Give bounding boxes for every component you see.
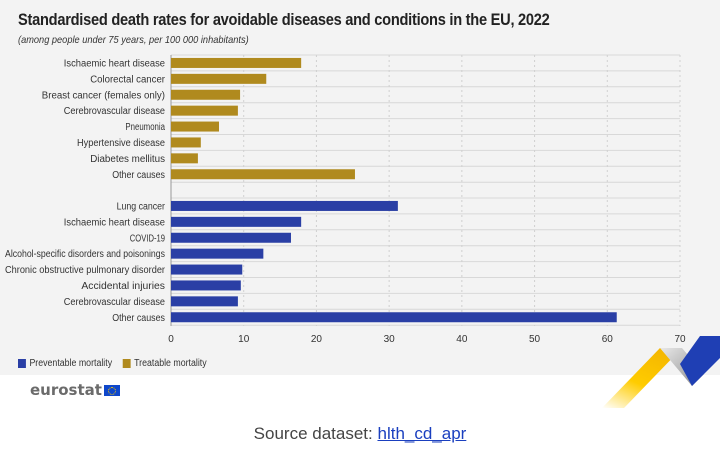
category-label: Ischaemic heart disease xyxy=(64,58,166,69)
bar xyxy=(171,296,238,307)
category-label: Lung cancer xyxy=(117,201,166,212)
category-label: Hypertensive disease xyxy=(77,138,165,149)
decorative-chevron-icon xyxy=(602,336,720,408)
bar xyxy=(171,248,264,259)
legend-item-treatable: Treatable mortality xyxy=(122,358,207,369)
eu-flag-icon xyxy=(103,384,120,396)
bar xyxy=(171,89,241,100)
bar xyxy=(171,105,238,116)
x-tick-label: 0 xyxy=(168,334,174,345)
legend-swatch-preventable xyxy=(18,359,26,368)
legend-label-treatable: Treatable mortality xyxy=(134,358,207,369)
category-label: Accidental injuries xyxy=(81,281,165,292)
legend: Preventable mortality Treatable mortalit… xyxy=(18,358,212,369)
category-label: Alcohol-specific disorders and poisoning… xyxy=(5,249,165,260)
bar xyxy=(171,216,302,227)
bar xyxy=(171,121,219,132)
category-label: Cerebrovascular disease xyxy=(64,297,166,308)
bar xyxy=(171,137,201,148)
category-label: Cerebrovascular disease xyxy=(64,106,166,117)
bar xyxy=(171,57,302,68)
source-label: Source dataset: xyxy=(253,424,373,443)
chart-title: Standardised death rates for avoidable d… xyxy=(18,10,550,29)
legend-item-preventable: Preventable mortality xyxy=(18,358,112,369)
bar xyxy=(171,169,355,180)
category-label: Pneumonia xyxy=(125,122,165,133)
chart-subtitle: (among people under 75 years, per 100 00… xyxy=(18,34,249,46)
source-dataset-link[interactable]: hlth_cd_apr xyxy=(377,424,467,443)
bar xyxy=(171,200,398,211)
eurostat-logo: eurostat xyxy=(30,381,120,399)
category-label: Breast cancer (females only) xyxy=(42,90,165,101)
bar xyxy=(171,232,291,243)
category-label: Colorectal cancer xyxy=(90,74,165,85)
bar-chart: 0 10 20 30 40 50 60 70 Ischaemic heart disease Co… xyxy=(5,54,686,345)
bar xyxy=(171,153,198,164)
x-tick-label: 50 xyxy=(529,334,541,345)
x-tick-label: 30 xyxy=(384,334,396,345)
category-label: Other causes xyxy=(112,170,165,181)
x-tick-label: 60 xyxy=(602,334,614,345)
category-label: Diabetes mellitus xyxy=(90,154,165,165)
source-line: Source dataset: hlth_cd_apr xyxy=(0,424,720,444)
x-tick-label: 40 xyxy=(456,334,468,345)
legend-swatch-treatable xyxy=(122,359,131,368)
x-tick-label: 10 xyxy=(238,334,250,345)
x-tick-label: 20 xyxy=(311,334,323,345)
bar xyxy=(171,264,243,275)
category-label: Ischaemic heart disease xyxy=(64,217,166,228)
category-label: COVID-19 xyxy=(130,233,166,244)
bar xyxy=(171,73,267,84)
bar xyxy=(171,280,241,291)
bar xyxy=(171,312,617,323)
x-tick-label: 70 xyxy=(674,334,686,345)
category-label: Other causes xyxy=(112,313,165,324)
logo-text: eurostat xyxy=(30,381,102,399)
legend-label-preventable: Preventable mortality xyxy=(29,358,113,369)
category-label: Chronic obstructive pulmonary disorder xyxy=(5,265,166,276)
